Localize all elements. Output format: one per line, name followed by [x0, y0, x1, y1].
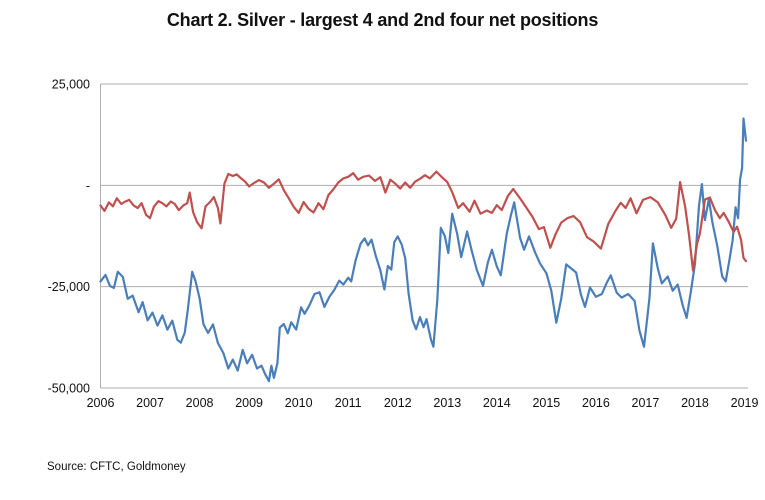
x-tick-label: 2016: [582, 396, 610, 410]
x-tick-label: 2014: [483, 396, 511, 410]
x-tick-label: 2010: [285, 396, 313, 410]
x-tick-label: 2011: [335, 396, 362, 410]
y-tick-label: 25,000: [52, 78, 90, 92]
chart-title: Chart 2. Silver - largest 4 and 2nd four…: [166, 10, 599, 30]
y-tick-label: -25,000: [48, 280, 90, 294]
x-tick-label: 2006: [87, 396, 115, 410]
x-tick-label: 2008: [186, 396, 214, 410]
x-tick-label: 2017: [632, 396, 660, 410]
source-note: Source: CFTC, Goldmoney: [47, 461, 186, 473]
x-tick-label: 2013: [433, 396, 461, 410]
y-tick-label: -: [86, 179, 90, 193]
x-tick-label: 2009: [235, 396, 263, 410]
x-tick-label: 2018: [681, 396, 709, 410]
x-tick-label: 2012: [384, 396, 412, 410]
series-line-second4: [99, 170, 748, 272]
x-tick-label: 2015: [532, 396, 560, 410]
series-line-largest4: [99, 117, 748, 383]
x-tick-label: 2019: [731, 396, 759, 410]
x-tick-label: 2007: [136, 396, 164, 410]
y-tick-label: -50,000: [48, 382, 90, 396]
